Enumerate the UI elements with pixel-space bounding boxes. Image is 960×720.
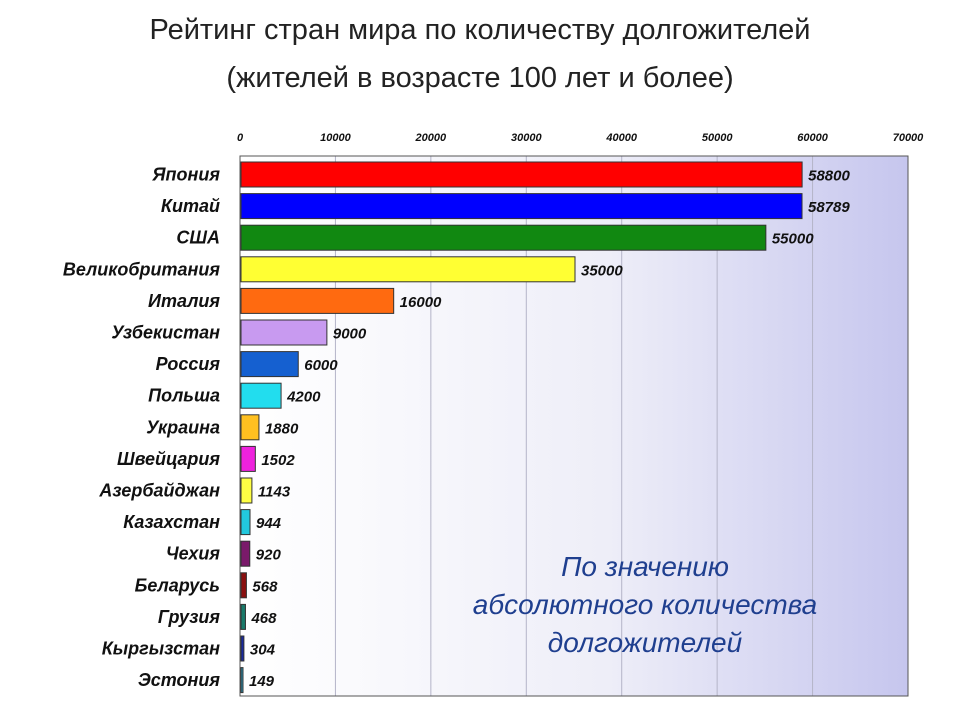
bar [240, 382, 282, 409]
value-label: 58800 [808, 168, 850, 185]
value-label: 6000 [304, 357, 338, 374]
value-label: 920 [256, 547, 282, 564]
value-label: 304 [250, 642, 276, 659]
category-label: Чехия [166, 544, 221, 564]
value-label: 1143 [258, 484, 291, 501]
bar [240, 477, 253, 504]
value-label: 9000 [333, 326, 367, 343]
category-label: Грузия [158, 607, 221, 627]
bar [240, 667, 244, 694]
x-tick-label: 10000 [320, 132, 351, 144]
bar [240, 319, 328, 346]
chart-subtitle: (жителей в возрасте 100 лет и более) [226, 62, 734, 94]
category-label: Россия [156, 354, 221, 374]
value-label: 4200 [286, 389, 321, 406]
value-label: 568 [252, 578, 278, 595]
bar [240, 635, 245, 662]
bar [240, 445, 256, 472]
annotation-text: По значению абсолютного количества долго… [400, 548, 890, 662]
annotation-line: По значению [561, 551, 729, 582]
bar [240, 256, 576, 283]
value-label: 16000 [400, 294, 442, 311]
bar [240, 351, 299, 378]
chart-title: Рейтинг стран мира по количеству долгожи… [149, 14, 811, 46]
category-label: Швейцария [117, 449, 220, 469]
category-label: Италия [148, 291, 220, 311]
category-label: США [176, 228, 220, 248]
value-label: 35000 [581, 262, 623, 279]
bar [240, 193, 803, 220]
category-label: Узбекистан [111, 323, 220, 343]
category-label: Украина [146, 417, 220, 437]
bar [240, 414, 260, 441]
bar [240, 287, 395, 314]
annotation-line: абсолютного количества [472, 589, 818, 620]
plot-border [239, 155, 909, 697]
category-label: Китай [161, 196, 220, 216]
value-label: 1502 [261, 452, 295, 469]
bar [240, 603, 246, 630]
value-label: 1880 [265, 420, 299, 437]
x-tick-label: 40000 [605, 132, 637, 144]
x-tick-label: 50000 [702, 132, 733, 144]
bar [240, 224, 767, 251]
annotation-line: долгожителей [547, 627, 743, 658]
bar [240, 540, 251, 567]
category-label: Япония [151, 165, 220, 185]
x-tick-label: 20000 [415, 132, 447, 144]
x-tick-label: 30000 [511, 132, 542, 144]
x-tick-label: 60000 [797, 132, 828, 144]
category-label: Великобритания [63, 259, 221, 279]
category-label: Беларусь [135, 575, 220, 595]
bar [240, 509, 251, 536]
value-label: 149 [249, 673, 275, 690]
value-label: 468 [250, 610, 277, 627]
value-label: 55000 [772, 231, 814, 248]
bar [240, 572, 247, 599]
value-label: 944 [256, 515, 282, 532]
category-label: Кыргызстан [102, 639, 220, 659]
category-label: Польша [148, 386, 220, 406]
bar [240, 161, 803, 188]
value-label: 58789 [808, 199, 850, 216]
category-label: Эстония [138, 670, 221, 690]
category-label: Азербайджан [98, 481, 220, 501]
category-label: Казахстан [123, 512, 220, 532]
x-tick-label: 70000 [893, 132, 924, 144]
x-tick-label: 0 [237, 132, 244, 144]
